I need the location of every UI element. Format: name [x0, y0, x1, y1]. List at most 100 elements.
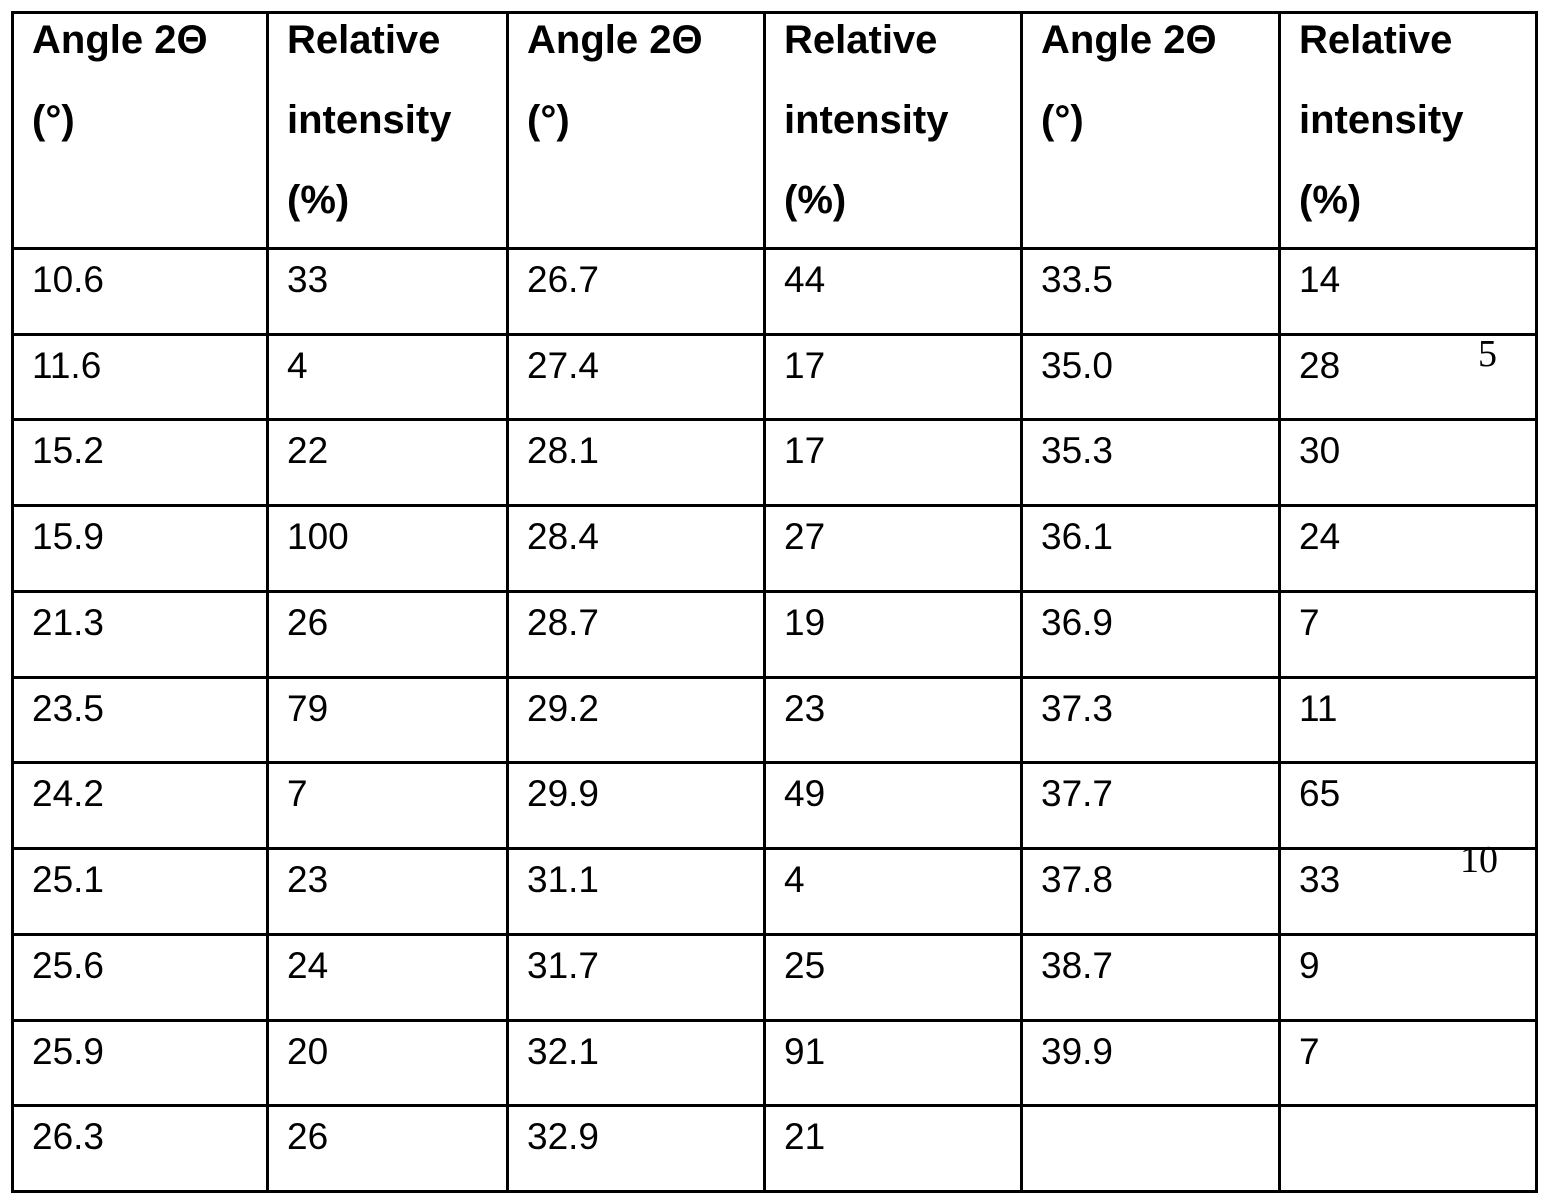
- table-cell: 20: [287, 1032, 328, 1072]
- table-cell: 17: [784, 431, 825, 471]
- table-cell: 38.7: [1041, 946, 1113, 986]
- table-cell: 14: [1299, 260, 1340, 300]
- grid-line: [11, 11, 14, 1193]
- table-cell: 31.1: [527, 860, 599, 900]
- header-cell: Angle 2Θ: [32, 0, 208, 80]
- header-cell: (°): [32, 80, 75, 160]
- table-cell: 35.0: [1041, 346, 1113, 386]
- table-cell: 26.3: [32, 1117, 104, 1157]
- grid-line: [11, 1190, 1538, 1193]
- table-cell: 35.3: [1041, 431, 1113, 471]
- table-cell: 25.9: [32, 1032, 104, 1072]
- table-cell: 29.9: [527, 774, 599, 814]
- table-cell: 33: [287, 260, 328, 300]
- table-cell: 7: [1299, 1032, 1320, 1072]
- table-cell: 11: [1299, 689, 1337, 729]
- table-cell: 7: [1299, 603, 1320, 643]
- table-cell: 79: [287, 689, 328, 729]
- table-cell: 31.7: [527, 946, 599, 986]
- table-cell: 4: [784, 860, 805, 900]
- header-cell: (°): [1041, 80, 1084, 160]
- table-cell: 65: [1299, 774, 1340, 814]
- table-cell: 27: [784, 517, 825, 557]
- table-cell: 11.6: [32, 346, 101, 386]
- table-cell: 100: [287, 517, 349, 557]
- header-cell: Relative: [1299, 0, 1452, 80]
- header-cell: intensity: [287, 80, 451, 160]
- table-cell: 26: [287, 603, 328, 643]
- table-cell: 24: [287, 946, 328, 986]
- grid-line: [11, 1104, 1538, 1107]
- table-cell: 24.2: [32, 774, 104, 814]
- table-cell: 22: [287, 431, 328, 471]
- header-cell: intensity: [1299, 80, 1463, 160]
- table-cell: 37.3: [1041, 689, 1113, 729]
- grid-line: [1278, 11, 1281, 1193]
- table-cell: 28: [1299, 346, 1340, 386]
- header-cell: (%): [1299, 160, 1361, 240]
- grid-line: [11, 1019, 1538, 1022]
- table-cell: 9: [1299, 946, 1320, 986]
- header-cell: Relative: [287, 0, 440, 80]
- table-cell: 32.1: [527, 1032, 599, 1072]
- table-cell: 25.6: [32, 946, 104, 986]
- table-cell: 36.1: [1041, 517, 1113, 557]
- table-cell: 28.1: [527, 431, 599, 471]
- header-cell: Angle 2Θ: [1041, 0, 1217, 80]
- table-cell: 17: [784, 346, 825, 386]
- table-cell: 15.9: [32, 517, 104, 557]
- table-cell: 27.4: [527, 346, 599, 386]
- table-cell: 25: [784, 946, 825, 986]
- header-cell: Relative: [784, 0, 937, 80]
- table-cell: 21.3: [32, 603, 104, 643]
- table-cell: 26: [287, 1117, 328, 1157]
- grid-line: [11, 247, 1538, 250]
- table-cell: 49: [784, 774, 825, 814]
- table-cell: 26.7: [527, 260, 599, 300]
- table-cell: 37.7: [1041, 774, 1113, 814]
- line-number: 10: [1460, 838, 1498, 882]
- grid-line: [506, 11, 509, 1193]
- grid-line: [11, 847, 1538, 850]
- table-cell: 15.2: [32, 431, 104, 471]
- table-cell: 23: [287, 860, 328, 900]
- table-cell: 29.2: [527, 689, 599, 729]
- table-cell: 21: [784, 1117, 825, 1157]
- table-cell: 23.5: [32, 689, 104, 729]
- table: Angle 2Θ(°)Relativeintensity(%)Angle 2Θ(…: [0, 0, 1549, 1204]
- grid-line: [11, 418, 1538, 421]
- header-cell: Angle 2Θ: [527, 0, 703, 80]
- table-cell: 10.6: [32, 260, 104, 300]
- table-cell: 4: [287, 346, 308, 386]
- table-cell: 24: [1299, 517, 1340, 557]
- table-cell: 33.5: [1041, 260, 1113, 300]
- grid-line: [266, 11, 269, 1193]
- grid-line: [11, 590, 1538, 593]
- table-cell: 33: [1299, 860, 1340, 900]
- line-number: 5: [1478, 332, 1497, 376]
- grid-line: [1535, 11, 1538, 1193]
- grid-line: [11, 504, 1538, 507]
- grid-line: [11, 761, 1538, 764]
- header-cell: (%): [287, 160, 349, 240]
- table-cell: 37.8: [1041, 860, 1113, 900]
- table-cell: 28.4: [527, 517, 599, 557]
- table-cell: 91: [784, 1032, 825, 1072]
- table-cell: 36.9: [1041, 603, 1113, 643]
- header-cell: (°): [527, 80, 570, 160]
- grid-line: [1020, 11, 1023, 1193]
- page: Angle 2Θ(°)Relativeintensity(%)Angle 2Θ(…: [0, 0, 1549, 1204]
- grid-line: [11, 933, 1538, 936]
- header-cell: (%): [784, 160, 846, 240]
- table-cell: 23: [784, 689, 825, 729]
- table-cell: 19: [784, 603, 825, 643]
- grid-line: [763, 11, 766, 1193]
- table-cell: 32.9: [527, 1117, 599, 1157]
- table-cell: 7: [287, 774, 308, 814]
- table-cell: 28.7: [527, 603, 599, 643]
- header-cell: intensity: [784, 80, 948, 160]
- table-cell: 30: [1299, 431, 1340, 471]
- grid-line: [11, 676, 1538, 679]
- table-cell: 39.9: [1041, 1032, 1113, 1072]
- table-cell: 44: [784, 260, 825, 300]
